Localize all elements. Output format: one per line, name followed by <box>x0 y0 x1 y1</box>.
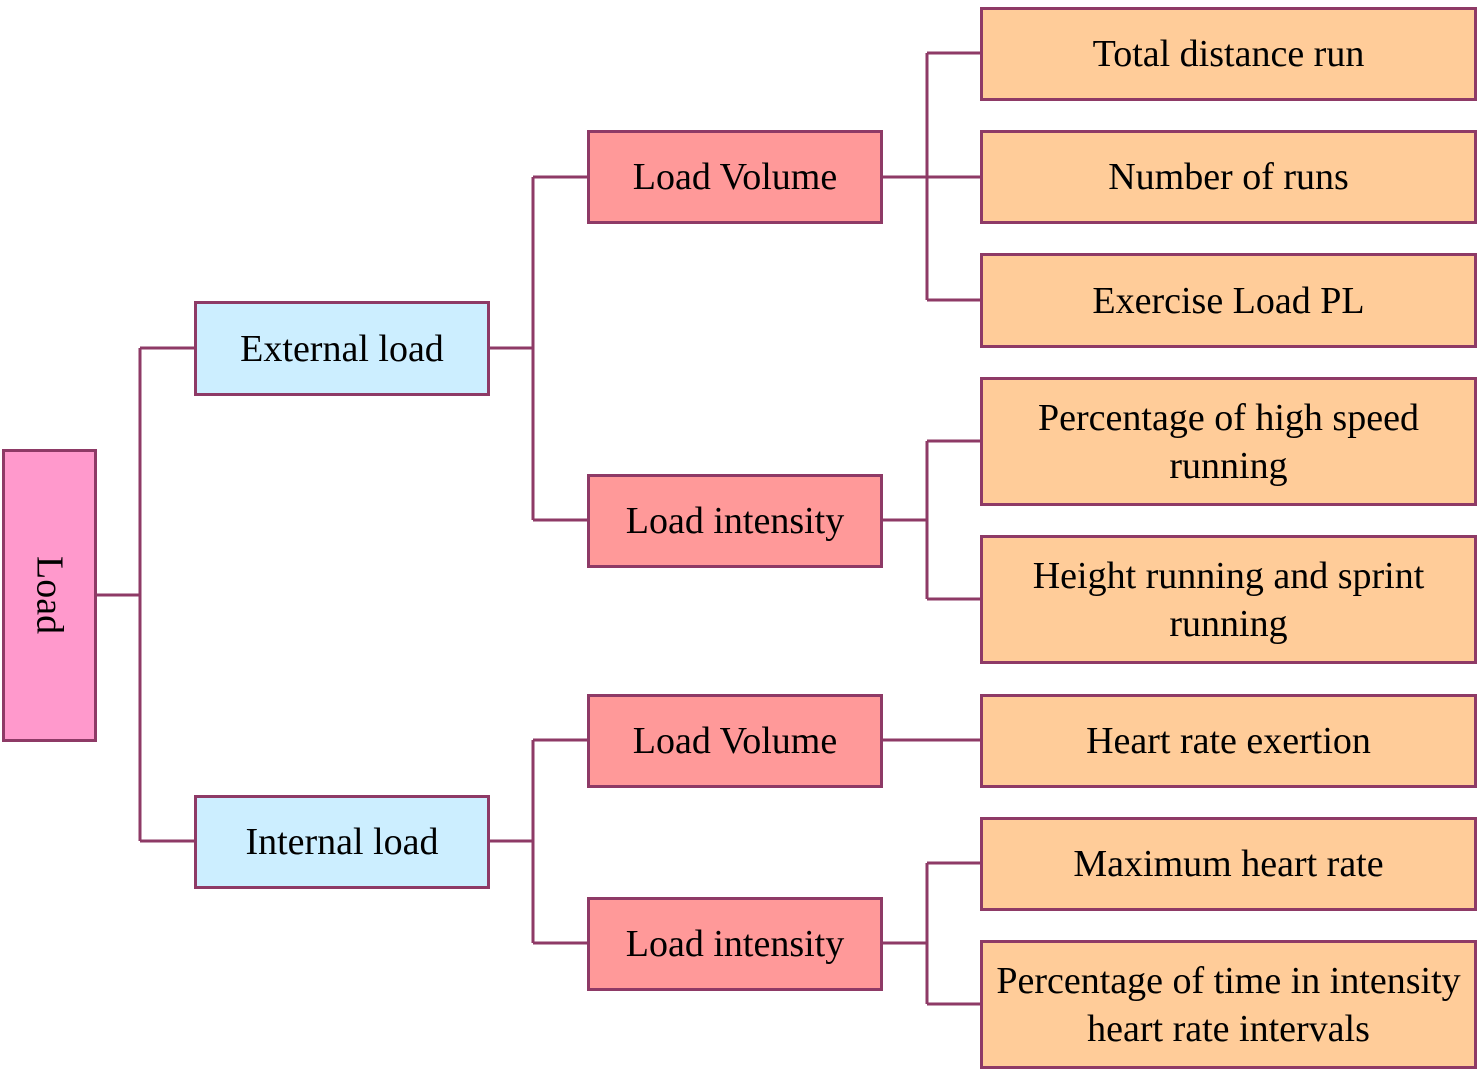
node-internal-load: Internal load <box>194 795 490 889</box>
connector-ext-intensity <box>882 439 980 601</box>
root-node-load: Load <box>2 449 97 742</box>
node-internal-load-volume: Load Volume <box>587 694 883 788</box>
leaf-sprint-running: Height running and sprint running <box>980 535 1477 664</box>
leaf-exercise-load-pl: Exercise Load PL <box>980 253 1477 348</box>
connector-internal <box>489 738 587 945</box>
leaf-time-in-hr-intervals: Percentage of time in intensity heart ra… <box>980 940 1477 1069</box>
node-external-load: External load <box>194 301 490 396</box>
connector-root <box>96 346 194 843</box>
connector-ext-volume <box>882 51 980 302</box>
leaf-maximum-heart-rate: Maximum heart rate <box>980 817 1477 911</box>
node-external-load-volume: Load Volume <box>587 130 883 224</box>
connector-int-intensity <box>882 861 980 1006</box>
leaf-high-speed-running: Percentage of high speed running <box>980 377 1477 506</box>
leaf-number-of-runs: Number of runs <box>980 130 1477 224</box>
leaf-heart-rate-exertion: Heart rate exertion <box>980 694 1477 788</box>
connector-external <box>489 175 587 522</box>
root-label: Load <box>28 556 71 635</box>
leaf-total-distance-run: Total distance run <box>980 7 1477 101</box>
node-external-load-intensity: Load intensity <box>587 474 883 568</box>
node-internal-load-intensity: Load intensity <box>587 897 883 991</box>
